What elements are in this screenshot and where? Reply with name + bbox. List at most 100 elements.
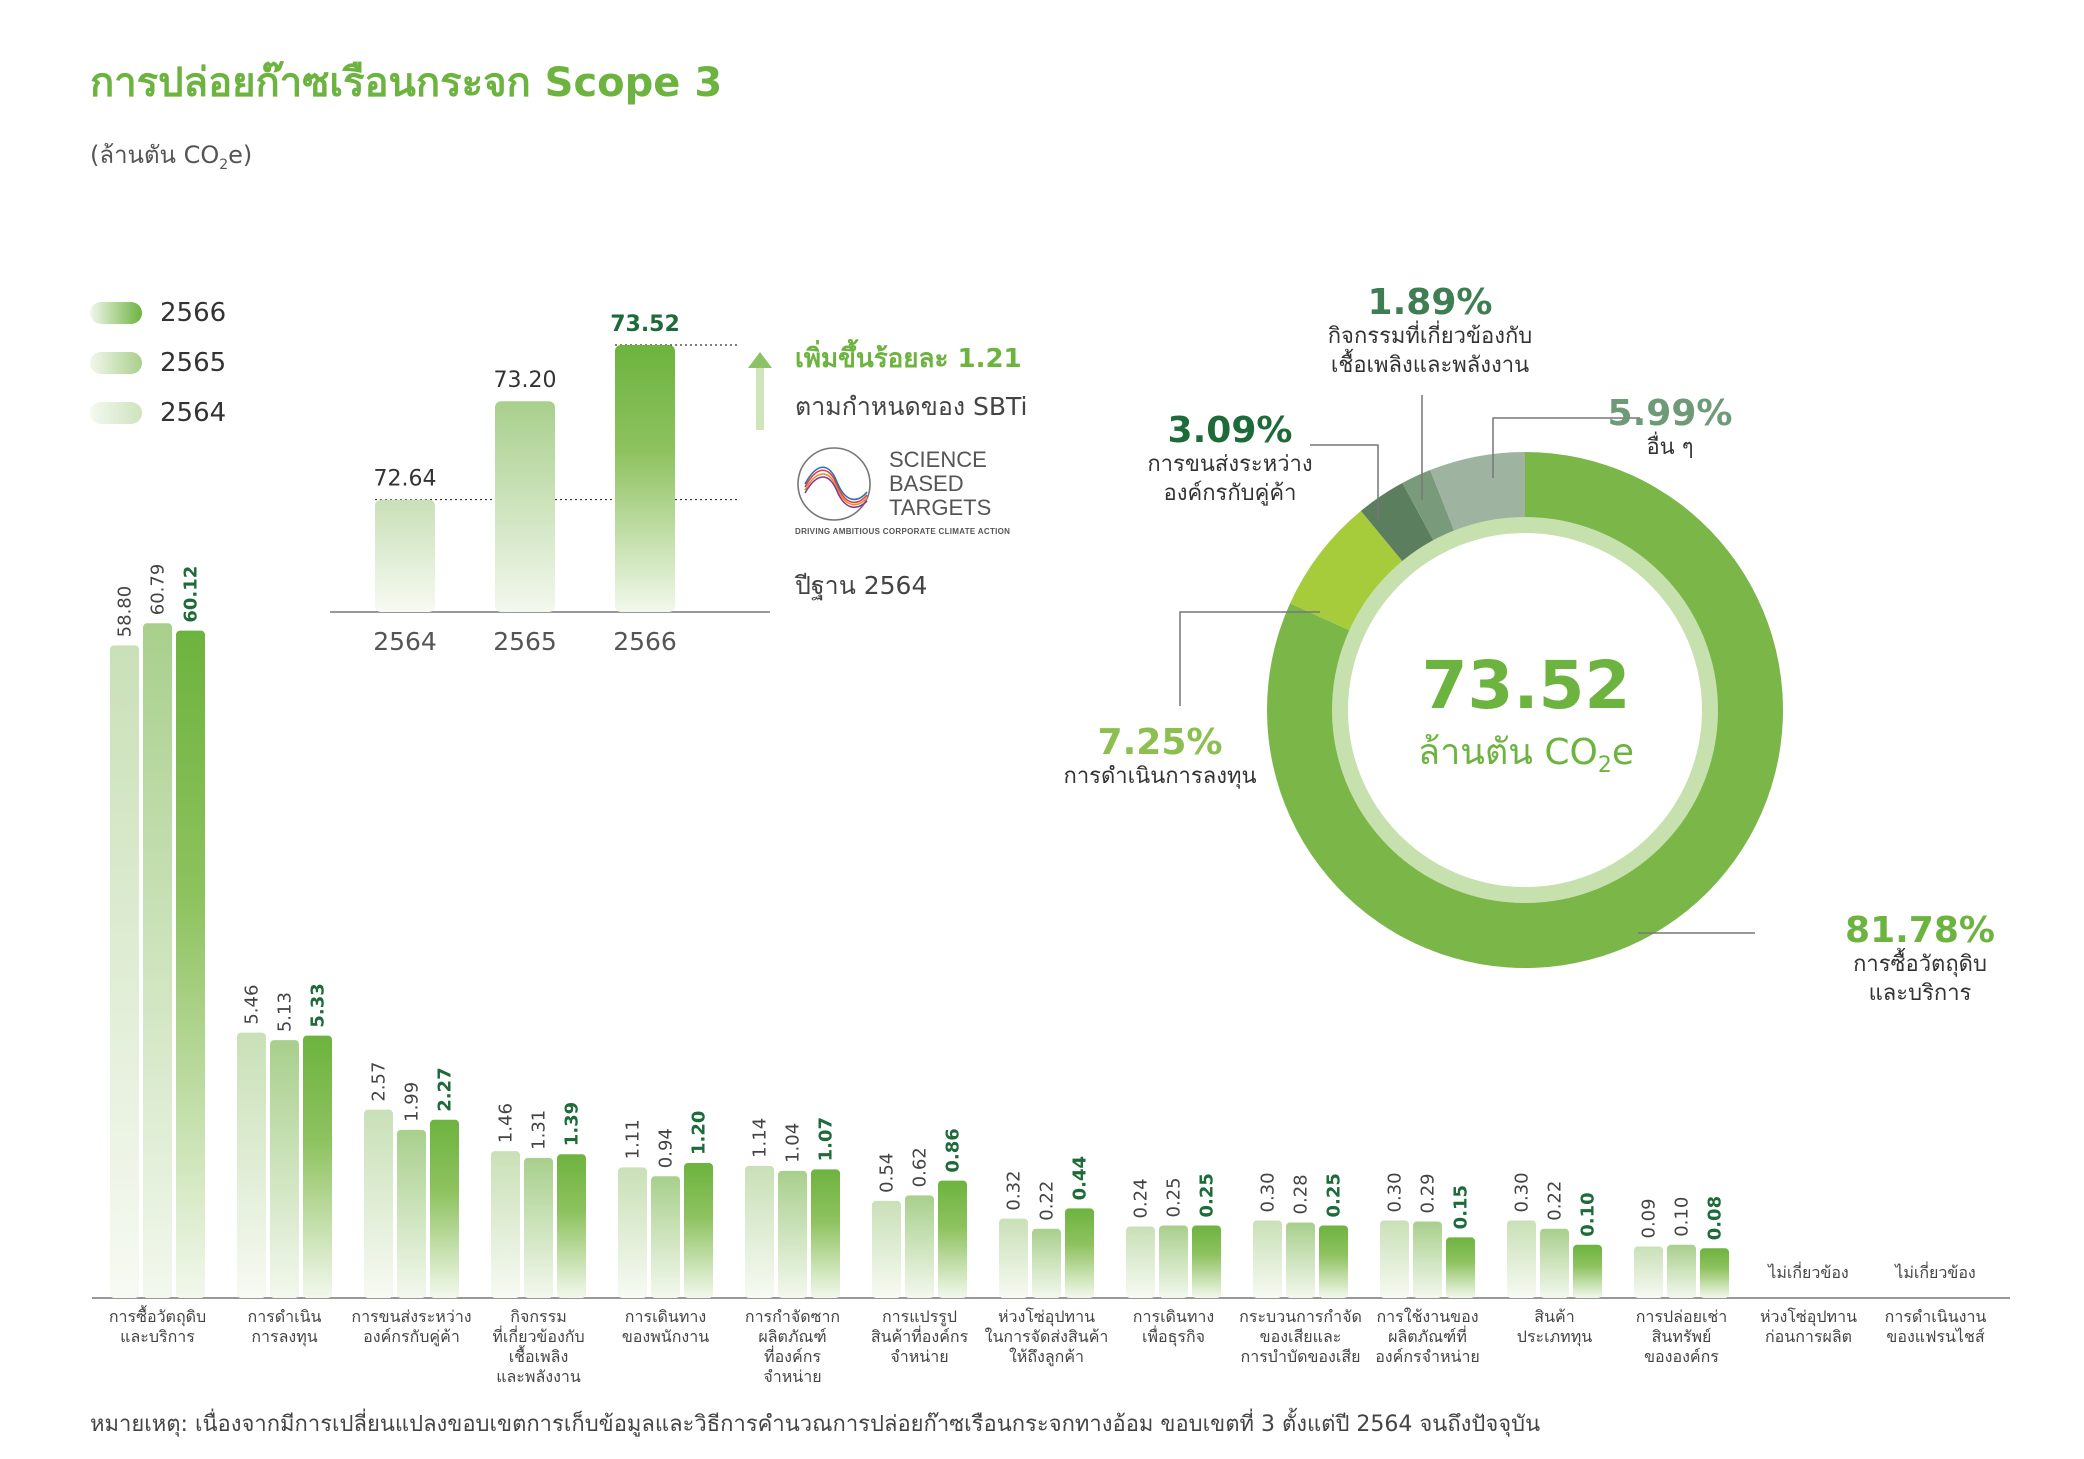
bar-2564 <box>745 1165 774 1298</box>
legend-label: 2566 <box>160 298 227 328</box>
bar-2565 <box>778 1170 807 1298</box>
bar-value-label: 1.20 <box>689 1111 710 1155</box>
total-value-label: 73.20 <box>494 368 557 393</box>
category-tick-label: ห่วงโซ่อุปทาน <box>1760 1307 1857 1327</box>
category-tick-label: สินค้าที่องค์กร <box>871 1325 969 1346</box>
bar-value-label: 0.32 <box>1004 1171 1025 1211</box>
bar-2565 <box>905 1195 934 1298</box>
category-tick-label: ประเภททุน <box>1517 1327 1592 1347</box>
bar-value-label: 0.10 <box>1578 1192 1599 1236</box>
sbt-logo-line: BASED <box>889 471 964 496</box>
category-tick-label: การกำจัดซาก <box>745 1307 840 1326</box>
bar-value-label: 1.46 <box>496 1103 517 1143</box>
donut-label-percent: 5.99% <box>1607 393 1733 434</box>
donut-label-fuel-energy: 1.89% กิจกรรมที่เกี่ยวข้องกับ เชื้อเพลิง… <box>1280 282 1580 380</box>
bar-value-label: 0.30 <box>1512 1172 1533 1212</box>
sbt-tagline: DRIVING AMBITIOUS CORPORATE CLIMATE ACTI… <box>795 527 1011 536</box>
bar-2566 <box>1319 1225 1348 1298</box>
bar-value-label: 60.12 <box>181 566 202 623</box>
legend-swatch <box>90 302 142 324</box>
bar-value-label: 1.99 <box>402 1082 423 1122</box>
bar-value-label: 1.39 <box>562 1102 583 1146</box>
donut-hole <box>1340 525 1710 895</box>
donut-label-name: องค์กรกับคู่ค้า <box>1163 480 1297 506</box>
bar-value-label: 0.08 <box>1705 1196 1726 1240</box>
category-tick-label: การเดินทาง <box>625 1307 706 1326</box>
not-applicable-label: ไม่เกี่ยวข้อง <box>1766 1261 1848 1282</box>
bar-2566 <box>303 1035 332 1298</box>
bar-value-label: 0.62 <box>910 1147 931 1187</box>
donut-label-transport: 3.09% การขนส่งระหว่าง องค์กรกับคู่ค้า <box>1115 410 1345 508</box>
donut-slice <box>1402 470 1458 548</box>
category-tick-label: ห่วงโซ่อุปทาน <box>998 1307 1095 1327</box>
bar-value-label: 1.31 <box>529 1110 550 1150</box>
category-tick-label: ที่องค์กร <box>764 1345 821 1366</box>
bar-value-label: 0.09 <box>1639 1198 1660 1238</box>
bar-value-label: 2.27 <box>435 1067 456 1111</box>
donut-label-name: การขนส่งระหว่าง <box>1147 452 1313 477</box>
donut-slice <box>1430 452 1525 538</box>
bar-value-label: 5.46 <box>242 985 263 1025</box>
category-tick-label: จำหน่าย <box>763 1367 821 1386</box>
donut-total-unit: ล้านตัน CO2e <box>1418 731 1634 778</box>
bar-2565 <box>143 623 172 1298</box>
category-tick-label: การดำเนินงาน <box>1885 1307 1987 1326</box>
bar-value-label: 0.25 <box>1324 1173 1345 1217</box>
category-tick-label: การขนส่งระหว่าง <box>351 1307 471 1326</box>
total-bar-2564 <box>375 499 435 612</box>
bar-2566 <box>1700 1248 1729 1298</box>
not-applicable-label: ไม่เกี่ยวข้อง <box>1893 1261 1975 1282</box>
bar-2564 <box>1507 1220 1536 1298</box>
donut-label-others: 5.99% อื่น ๆ <box>1580 393 1760 463</box>
bar-value-label: 2.57 <box>369 1062 390 1102</box>
bar-value-label: 0.94 <box>656 1128 677 1168</box>
sbt-subtext: ตามกำหนดของ SBTi <box>795 392 1028 421</box>
legend-item-2565: 2565 <box>90 338 226 388</box>
category-tick-label: สินค้า <box>1534 1307 1574 1326</box>
category-tick-label: การซื้อวัตถุดิบ <box>109 1305 206 1327</box>
donut-slice <box>1360 482 1438 568</box>
category-tick-label: กระบวนการกำจัด <box>1239 1307 1362 1326</box>
bar-value-label: 5.33 <box>308 983 329 1027</box>
unit-subtitle: (ล้านตัน CO2e) <box>90 141 253 173</box>
bar-2565 <box>1413 1221 1442 1298</box>
category-tick-label: ให้ถึงลูกค้า <box>1009 1347 1084 1367</box>
bar-2566 <box>176 630 205 1298</box>
total-value-label: 73.52 <box>610 312 680 337</box>
category-tick-label: และพลังงาน <box>496 1367 581 1386</box>
category-tick-label: การแปรรูป <box>882 1307 957 1327</box>
donut-label-name: เชื้อเพลิงและพลังงาน <box>1330 352 1530 378</box>
bar-2564 <box>1380 1220 1409 1298</box>
bar-2566 <box>811 1169 840 1298</box>
sbt-logo-icon <box>797 447 871 521</box>
bar-value-label: 1.11 <box>623 1119 644 1159</box>
donut-label-percent: 7.25% <box>1097 722 1223 763</box>
bar-value-label: 0.10 <box>1672 1197 1693 1237</box>
bar-value-label: 0.22 <box>1037 1181 1058 1221</box>
bar-value-label: 1.04 <box>783 1123 804 1163</box>
donut-total-value: 73.52 <box>1421 647 1631 724</box>
page-title: การปล่อยก๊าซเรือนกระจก Scope 3 <box>90 60 723 106</box>
donut-leader-line <box>1492 417 1640 478</box>
bar-2565 <box>651 1176 680 1298</box>
category-tick-label: ผลิตภัณฑ์ <box>758 1327 826 1346</box>
total-value-label: 72.64 <box>374 467 437 492</box>
legend-swatch <box>90 352 142 374</box>
donut-label-raw-materials: 81.78% การซื้อวัตถุดิบ และบริการ <box>1770 910 2070 1008</box>
sbt-increase-label: เพิ่มขึ้นร้อยละ 1.21 <box>795 344 1022 374</box>
bar-2565 <box>1540 1228 1569 1298</box>
category-tick-label: ผลิตภัณฑ์ที่ <box>1388 1325 1467 1346</box>
footnote: หมายเหตุ: เนื่องจากมีการเปลี่ยนแปลงขอบเข… <box>90 1412 1541 1437</box>
legend-label: 2565 <box>160 348 227 378</box>
category-tick-label: ที่เกี่ยวข้องกับ <box>492 1325 584 1346</box>
bar-value-label: 0.86 <box>943 1128 964 1172</box>
total-bar-2566 <box>615 345 675 612</box>
bar-value-label: 0.30 <box>1385 1172 1406 1212</box>
sbt-base-year: ปีฐาน 2564 <box>795 571 928 600</box>
category-tick-label: การดำเนิน <box>248 1307 322 1326</box>
category-tick-label: เพื่อธุรกิจ <box>1142 1325 1205 1347</box>
donut-label-name: การซื้อวัตถุดิบ <box>1853 952 1987 977</box>
sbt-logo-line: SCIENCE <box>889 447 987 472</box>
category-tick-label: องค์กรกับคู่ค้า <box>363 1327 460 1347</box>
legend: 2566 2565 2564 <box>90 288 226 438</box>
